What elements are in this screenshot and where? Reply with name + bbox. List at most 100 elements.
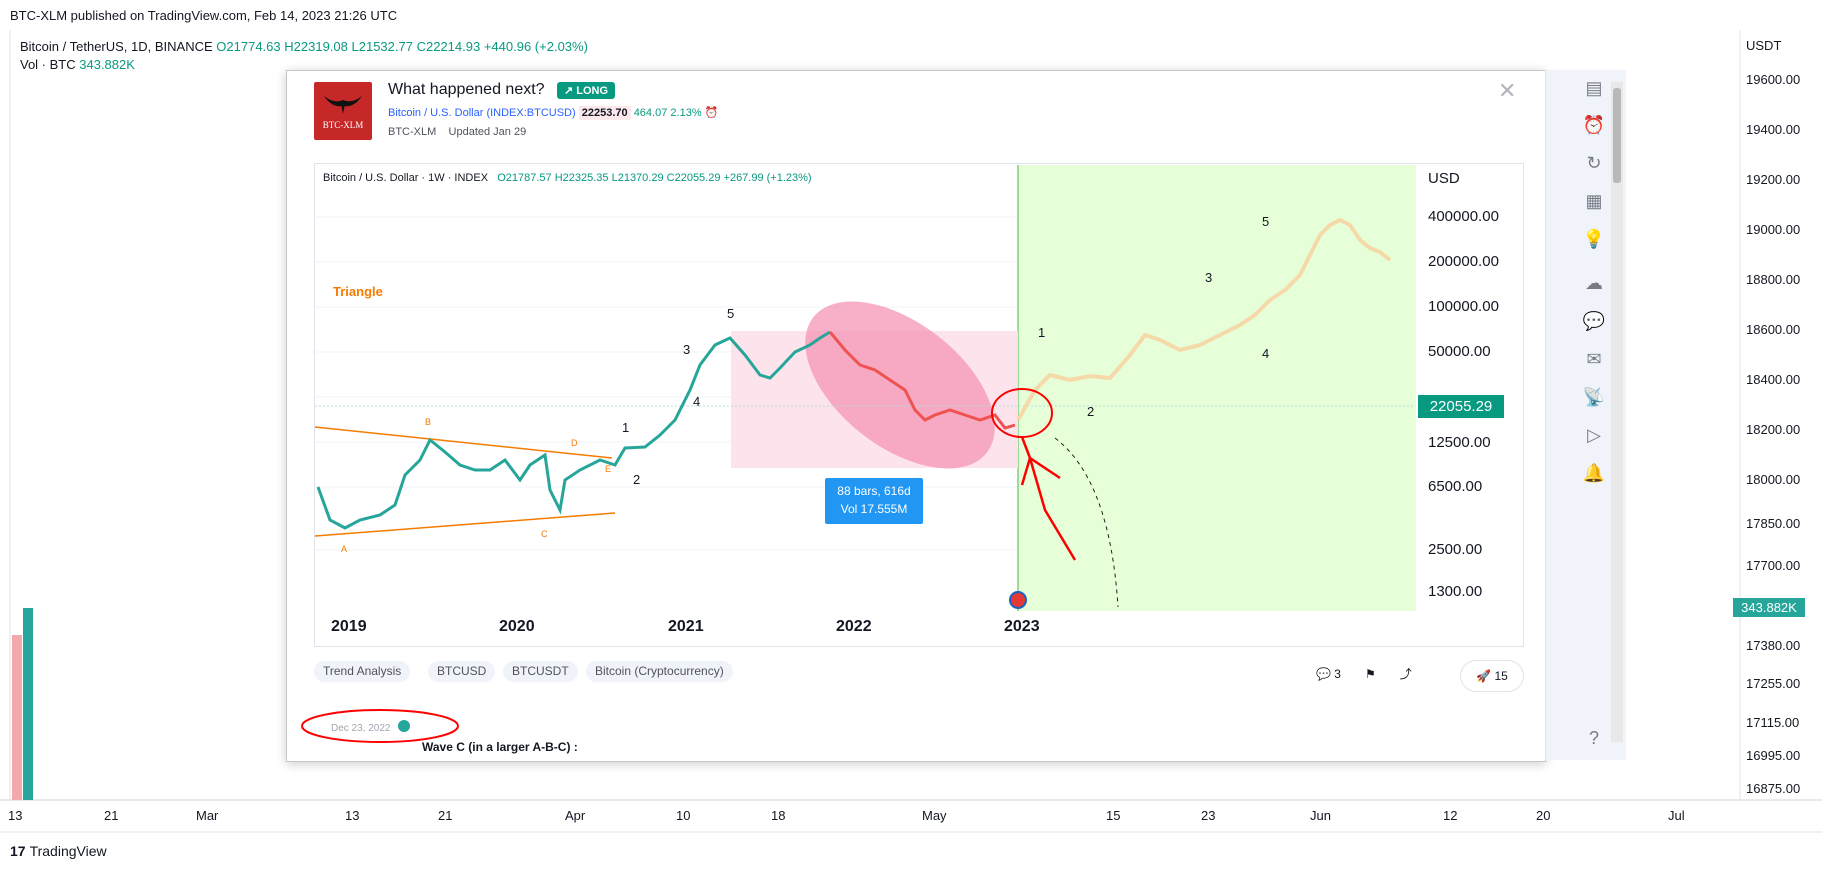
date-tick: 21: [438, 808, 453, 823]
tradingview-logo[interactable]: 17 TradingView: [10, 843, 107, 859]
symbol-code[interactable]: (INDEX:BTCUSD): [486, 107, 576, 119]
comment-icon: 💬: [1316, 666, 1331, 681]
volume-legend: Vol · BTC 343.882K: [20, 57, 135, 72]
main-symbol-legend: Bitcoin / TetherUS, 1D, BINANCE O21774.6…: [20, 39, 588, 54]
tag-bitcoin[interactable]: Bitcoin (Cryptocurrency): [586, 661, 733, 682]
svg-text:4: 4: [693, 394, 700, 409]
date-tick: 23: [1201, 808, 1216, 823]
price-tick: 17850.00: [1746, 516, 1801, 531]
scroll-thumb[interactable]: [1613, 88, 1621, 183]
bell-icon[interactable]: 🔔: [1582, 463, 1606, 483]
author-name[interactable]: BTC-XLM: [388, 126, 437, 138]
author-avatar[interactable]: BTC-XLM: [314, 82, 372, 140]
date-tick: 10: [676, 808, 691, 823]
volume-price-tag: 343.882K: [1733, 598, 1805, 617]
popup-scrollbar[interactable]: [1611, 82, 1623, 742]
inner-chart-canvas[interactable]: 1 2 3 4 5 1 2 3 4 5 A B C D E Triangle: [314, 163, 1522, 645]
comment-markup: [301, 709, 459, 743]
price-tick: 17380.00: [1746, 638, 1801, 653]
inner-symbol-legend: Bitcoin / U.S. Dollar · 1W · INDEX O2178…: [323, 172, 812, 184]
play-icon[interactable]: ▷: [1587, 425, 1601, 445]
price-tick: 18000.00: [1746, 472, 1801, 487]
boosts-count: 15: [1494, 669, 1508, 683]
price-tick: 17115.00: [1746, 715, 1800, 730]
price-tick: 16995.00: [1746, 748, 1801, 763]
tag-btcusd[interactable]: BTCUSD: [428, 661, 496, 682]
watchlist-icon[interactable]: ▤: [1585, 78, 1603, 98]
svg-text:3: 3: [1205, 270, 1212, 285]
price-tick: 18200.00: [1746, 422, 1801, 437]
projection-zone: [1018, 165, 1416, 611]
main-high: H22319.08: [284, 39, 348, 54]
author-row: BTC-XLM Updated Jan 29: [388, 126, 526, 138]
inner-price-tick: 50000.00: [1428, 343, 1491, 360]
messages-icon[interactable]: 💬: [1582, 311, 1606, 331]
main-open: O21774.63: [216, 39, 281, 54]
inner-year-label: 2021: [668, 618, 704, 635]
date-tick: 13: [345, 808, 360, 823]
tag-btcusdt[interactable]: BTCUSDT: [503, 661, 578, 682]
volume-label: Vol · BTC: [20, 57, 76, 72]
svg-text:5: 5: [727, 306, 734, 321]
main-close: C22214.93: [416, 39, 481, 54]
inner-symbol: Bitcoin / U.S. Dollar · 1W · INDEX: [323, 172, 489, 184]
publish-info: BTC-XLM published on TradingView.com, Fe…: [10, 8, 398, 23]
chat-icon[interactable]: ☁: [1585, 273, 1603, 293]
svg-text:2: 2: [633, 472, 640, 487]
comments-count: 3: [1334, 666, 1341, 681]
close-icon[interactable]: ✕: [1498, 78, 1517, 103]
svg-text:4: 4: [1262, 346, 1269, 361]
symbol-change-pct: 2.13%: [670, 107, 702, 119]
tv-logo-icon: 17: [10, 843, 26, 859]
us-flag-icon[interactable]: [1009, 591, 1027, 609]
main-change: +440.96 (+2.03%): [483, 39, 588, 54]
flag-icon[interactable]: ⚑: [1364, 666, 1376, 681]
svg-text:C: C: [541, 529, 548, 539]
comments-button[interactable]: 💬 3: [1316, 667, 1341, 681]
svg-text:E: E: [605, 464, 611, 474]
date-tick: Jun: [1310, 808, 1331, 823]
notifications-icon[interactable]: ✉: [1586, 349, 1602, 369]
data-window-icon[interactable]: ↻: [1586, 153, 1602, 173]
comment-text: Wave C (in a larger A-B-C) :: [422, 740, 578, 754]
price-tick: 19000.00: [1746, 222, 1801, 237]
measure-tooltip: 88 bars, 616d Vol 17.555M: [825, 478, 923, 524]
symbol-link[interactable]: Bitcoin / U.S. Dollar: [388, 107, 484, 119]
help-icon[interactable]: ?: [1588, 728, 1599, 748]
ideas-icon[interactable]: 💡: [1582, 229, 1606, 249]
symbol-price: 22253.70: [578, 106, 631, 120]
idea-symbol-row: Bitcoin / U.S. Dollar (INDEX:BTCUSD) 222…: [388, 106, 719, 120]
boost-button[interactable]: 🚀 15: [1460, 660, 1524, 692]
tag-trend-analysis[interactable]: Trend Analysis: [314, 661, 411, 682]
calendar-icon[interactable]: ▦: [1585, 191, 1603, 211]
price-tick: 17255.00: [1746, 676, 1801, 691]
idea-title[interactable]: What happened next?: [388, 81, 545, 98]
idea-chart[interactable]: [314, 163, 1524, 647]
price-tick: 19600.00: [1746, 72, 1801, 87]
comment-date: Dec 23, 2022: [331, 723, 391, 734]
main-symbol: Bitcoin / TetherUS, 1D, BINANCE: [20, 39, 213, 54]
alarm-icon[interactable]: ⏰: [704, 107, 719, 119]
measure-bars: 88 bars, 616d: [837, 484, 911, 498]
svg-text:5: 5: [1262, 214, 1269, 229]
updated-date: Updated Jan 29: [448, 126, 527, 138]
alerts-icon[interactable]: ⏰: [1582, 115, 1606, 135]
long-badge-label: LONG: [576, 85, 609, 97]
inner-year-label: 2020: [499, 618, 535, 635]
date-tick: 20: [1536, 808, 1551, 823]
date-tick: 13: [8, 808, 23, 823]
triangle-label: Triangle: [333, 284, 383, 299]
inner-price-tick: 2500.00: [1428, 541, 1483, 558]
streams-icon[interactable]: 📡: [1582, 387, 1606, 407]
inner-ohlc: O21787.57 H22325.35 L21370.29 C22055.29 …: [497, 172, 812, 184]
inner-year-label: 2022: [836, 618, 872, 635]
volume-value: 343.882K: [79, 57, 135, 72]
inner-currency: USD: [1428, 170, 1460, 187]
price-tick: 18800.00: [1746, 272, 1801, 287]
price-tick: 18400.00: [1746, 372, 1801, 387]
long-badge: ↗ LONG: [557, 82, 616, 99]
volume-bar-down: [12, 635, 22, 800]
share-icon[interactable]: ⤴: [1399, 667, 1412, 681]
symbol-change: 464.07: [633, 107, 668, 119]
